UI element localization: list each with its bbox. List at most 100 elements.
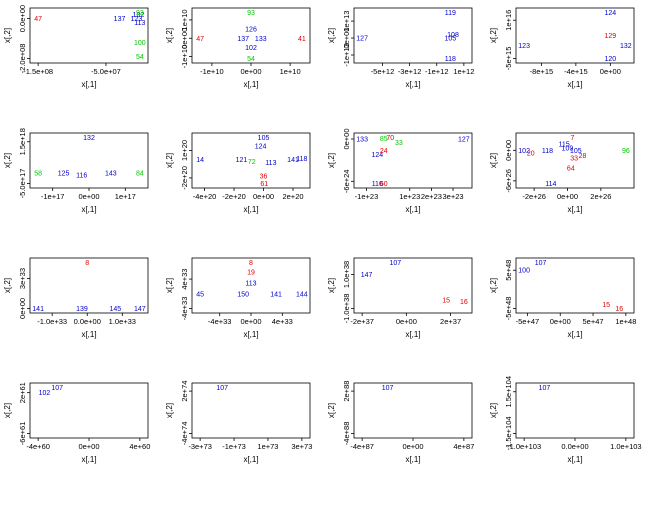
y-tick-label: 1.5e+104 [504,376,513,408]
point-label: 20 [527,150,535,157]
plot-frame [191,382,311,439]
point-label: 45 [196,291,204,298]
x-tick-label: -5.0e+07 [91,67,121,76]
x-tick-label: 0e+00 [78,192,99,201]
point-label: 124 [255,143,267,150]
y-tick-label: -5.0e+17 [18,169,27,199]
x-tick-label: 4e+60 [129,442,150,451]
point-label: 121 [236,157,248,164]
x-tick-label: 0.0e+00 [74,317,101,326]
x-tick-label: 1e+12 [453,67,474,76]
x-tick-label: -2e+26 [522,192,546,201]
point-label: 8 [249,260,253,267]
plot-frame [353,7,473,64]
x-tick-label: 1e+10 [280,67,301,76]
scatter-panel-2: -1e+10 0e+00 1e+10-1e+100e+001e+10x[,1]x[,… [165,7,311,89]
x-axis-label: x[,1] [243,80,258,89]
point-label: 100 [134,40,146,47]
x-tick-label: -1e+17 [41,192,65,201]
point-label: 102 [245,45,257,52]
point-label: 54 [247,56,255,63]
y-tick-label: 0e+00 [342,128,351,149]
y-tick-label: 1e+16 [504,10,513,31]
x-tick-label: -5e+47 [516,317,540,326]
scatter-panel-12: -5e+47 0e+00 5e+47 1e+48 -5e+48 5e+48 x[,1] x[,… [489,257,636,339]
x-tick-label: 4e+33 [272,317,293,326]
point-label: 147 [361,272,373,279]
y-tick-label: 1.5e+18 [18,128,27,155]
y-tick-label: 1e+20 [180,140,189,161]
scatter-panel-7: -1e+23 1e+23 2e+23 3e+23 -6e+24 0e+00 x[,1] x[,… [327,128,473,214]
y-axis-label: x[,2] [165,278,174,293]
x-axis-label: x[,1] [405,330,420,339]
x-tick-label: 0e+00 [253,192,274,201]
x-tick-label: 2e+26 [590,192,611,201]
x-tick-label: 1e+73 [257,442,278,451]
point-label: 15 [442,297,450,304]
y-tick-label: 0.0e+00 [18,5,27,32]
x-tick-label: 0e+00 [550,317,571,326]
scatter-panel-10: -4e+33 0e+00 4e+33 -4e+33 4e+33 x[,1] x[,2] 8 19… [165,257,311,339]
point-label: 107 [535,260,547,267]
x-axis-label: x[,1] [405,455,420,464]
point-label: 127 [458,136,470,143]
point-label: 109 [562,145,574,152]
x-axis-label: x[,1] [567,80,582,89]
y-axis-label: x[,2] [3,278,12,293]
y-axis-label: x[,2] [489,278,498,293]
point-label: 15 [602,302,610,309]
x-tick-label: 0e+00 [402,442,423,451]
point-label: 145 [109,306,121,313]
y-axis-label: x[,2] [3,153,12,168]
point-label: 105 [258,135,270,142]
x-tick-label: 2e+37 [440,317,461,326]
scatter-panel-13: -4e+60 0e+00 4e+60 -6e+61 2e+61 x[,1] x[,2] 107… [3,382,150,464]
point-label: 41 [298,36,306,43]
point-label: 107 [382,385,394,392]
x-tick-label: -1.5e+08 [23,67,53,76]
point-label: 124 [605,10,617,17]
point-label: 125 [58,171,70,178]
point-label: 115 [559,142,570,149]
scatter-panel-9: -1.0e+33 0.0e+00 1.0e+33 0e+00 3e+33 x[,1] x[,… [3,257,149,339]
point-label: 93 [136,10,144,17]
point-label: 126 [245,27,257,34]
x-tick-label: -1.0e+103 [507,442,541,451]
x-axis-label: x[,1] [81,455,96,464]
scatter-panel-4: -8e+15 -4e+15 0e+00 -5e+15 1e+16 x[,1] x[,2] 12… [489,7,635,89]
y-tick-label: -6e+61 [18,422,27,446]
y-axis-label: x[,2] [165,403,174,418]
scatter-panel-8: -2e+26 0e+00 2e+26 -6e+26 0e+00 x[,1] x[,2] 7 10… [489,132,635,214]
x-axis-label: x[,1] [81,80,96,89]
x-tick-label: 0e+00 [396,317,417,326]
plot-frame [353,382,473,439]
scatter-panel-11: -2e+37 0e+00 2e+37 -1.0e+38 1.0e+38 x[,1] x[,2… [327,257,473,339]
point-label: 107 [389,260,401,267]
point-label: 8 [85,260,89,267]
x-tick-label: -4e+20 [193,192,217,201]
scatter-panel-5: -1e+17 0e+00 1e+17 -5.0e+17 1.5e+18 x[,1] x[,2… [3,128,149,214]
y-axis-label: x[,2] [327,28,336,43]
x-tick-label: 0e+00 [240,67,261,76]
plot-frame [353,257,473,314]
x-axis-label: x[,1] [567,330,582,339]
x-axis-label: x[,1] [405,205,420,214]
x-axis-label: x[,1] [81,205,96,214]
x-tick-label: -1e+12 [425,67,449,76]
y-tick-label: 0e+00 [504,140,513,161]
y-tick-label: -1e+13 [342,43,351,67]
point-label: 137 [114,16,126,23]
y-tick-label: -2e+20 [180,166,189,190]
point-label: 96 [622,148,630,155]
point-label: 7 [571,135,575,142]
point-label: 129 [605,33,617,40]
point-label: 33 [395,140,403,147]
x-tick-label: 5e+47 [583,317,604,326]
point-label: 19 [247,269,255,276]
x-axis-label: x[,1] [567,455,582,464]
x-tick-label: 2e+20 [282,192,303,201]
y-axis-label: x[,2] [3,403,12,418]
point-label: 107 [51,385,63,392]
